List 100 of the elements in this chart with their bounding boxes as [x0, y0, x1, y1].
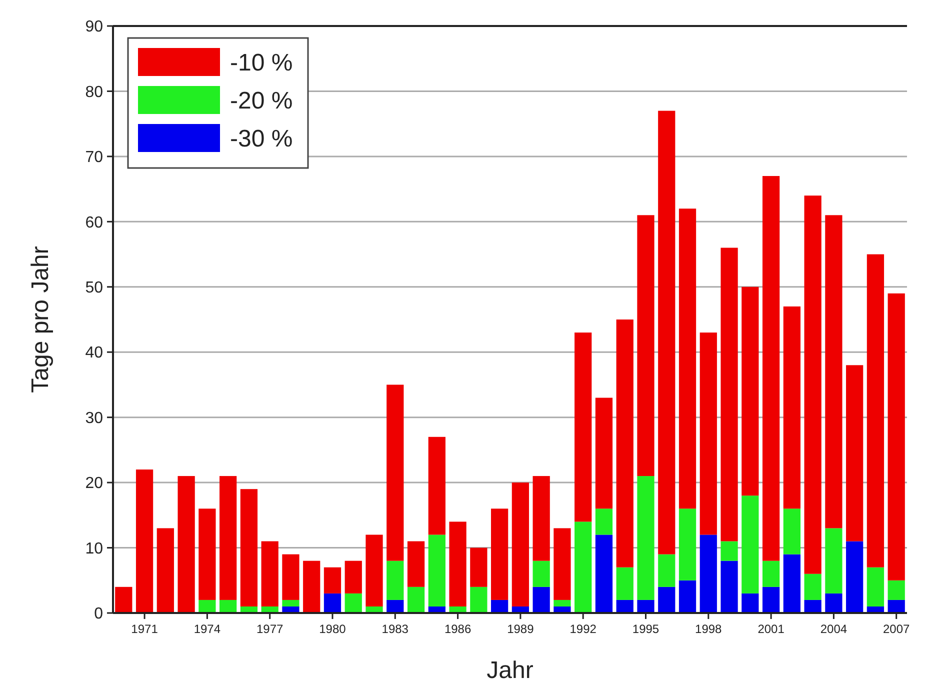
- bar: [658, 554, 676, 587]
- bar: [720, 560, 738, 613]
- bar: [386, 560, 404, 600]
- bar: [888, 293, 905, 580]
- bar: [240, 489, 258, 606]
- bar: [470, 548, 488, 587]
- y-tick-label: 30: [85, 410, 104, 427]
- bar: [616, 600, 634, 613]
- y-tick-label: 0: [94, 606, 104, 623]
- bar: [700, 332, 717, 535]
- bar: [428, 534, 446, 606]
- legend-label: -10 %: [230, 49, 293, 76]
- bar: [742, 496, 759, 594]
- bar: [532, 476, 550, 561]
- bar: [595, 534, 613, 613]
- bar: [783, 508, 800, 554]
- bar: [386, 600, 404, 613]
- bar: [846, 541, 864, 613]
- bar: [804, 574, 822, 600]
- bar: [490, 508, 508, 600]
- bar: [449, 522, 466, 606]
- x-tick-label: 2007: [883, 622, 910, 636]
- bar: [846, 365, 864, 542]
- y-tick-label: 60: [85, 214, 104, 232]
- x-tick-label: 1992: [570, 622, 597, 636]
- bar: [595, 508, 613, 535]
- bar: [616, 567, 634, 600]
- x-tick-label: 1974: [194, 622, 221, 636]
- bar: [825, 215, 842, 528]
- y-tick-label: 50: [85, 279, 104, 296]
- bar: [344, 560, 362, 594]
- bar: [888, 600, 905, 613]
- bar: [678, 208, 696, 509]
- bar: [532, 560, 550, 587]
- legend-label: -20 %: [230, 87, 293, 114]
- x-axis-title: Jahr: [486, 657, 534, 684]
- bar: [512, 482, 530, 606]
- bar: [198, 600, 216, 613]
- bar: [658, 586, 676, 613]
- bar: [825, 593, 842, 613]
- x-tick-label: 1977: [256, 622, 284, 636]
- bar: [428, 436, 446, 535]
- bar: [554, 600, 571, 606]
- bar: [344, 593, 362, 613]
- y-tick-label: 90: [85, 18, 104, 36]
- legend-label: -30 %: [230, 125, 293, 152]
- bar: [658, 110, 676, 554]
- bar: [490, 600, 508, 613]
- x-tick-label: 1989: [507, 622, 534, 636]
- y-tick-label: 80: [85, 84, 104, 101]
- bar: [470, 586, 488, 613]
- x-tick-label: 1998: [695, 622, 722, 636]
- bar: [866, 254, 884, 568]
- x-tick-label: 1980: [319, 622, 346, 636]
- x-tick-label: 1986: [444, 622, 472, 636]
- bar: [762, 586, 780, 613]
- x-tick-label: 1971: [131, 622, 158, 636]
- bar: [407, 586, 425, 613]
- bar: [156, 528, 174, 613]
- x-tick-label: 2001: [758, 622, 785, 636]
- bar: [136, 470, 154, 613]
- y-tick-label: 40: [85, 344, 104, 362]
- bar: [783, 554, 800, 613]
- bar: [720, 248, 738, 542]
- bar: [261, 541, 278, 606]
- bar: [742, 593, 759, 613]
- bar: [616, 320, 634, 568]
- bar: [198, 508, 216, 600]
- bar: [742, 286, 759, 496]
- bar: [386, 384, 404, 561]
- bar: [532, 586, 550, 613]
- bar: [700, 534, 717, 613]
- bar: [178, 476, 195, 613]
- bar: [678, 508, 696, 580]
- bar: [220, 476, 237, 600]
- bar: [324, 593, 342, 613]
- bar: [866, 567, 884, 606]
- bar: [115, 586, 132, 613]
- bar: [783, 306, 800, 509]
- bar: [678, 580, 696, 613]
- y-tick-label: 10: [85, 540, 104, 558]
- x-tick-label: 2004: [820, 622, 848, 636]
- bar: [574, 522, 592, 613]
- bar: [303, 560, 320, 613]
- bar: [324, 567, 342, 594]
- bar: [637, 215, 654, 476]
- bar: [888, 580, 905, 600]
- bar: [574, 332, 592, 522]
- bar: [762, 560, 780, 587]
- bar: [804, 196, 822, 574]
- x-tick-label: 1983: [382, 622, 409, 636]
- bar: [804, 600, 822, 613]
- bar: [220, 600, 237, 613]
- bar: [595, 398, 613, 509]
- bar: [282, 554, 300, 600]
- x-tick-label: 1995: [632, 622, 660, 636]
- bar: [637, 476, 654, 600]
- bar: [720, 541, 738, 561]
- bar: [637, 600, 654, 613]
- bar: [282, 600, 300, 606]
